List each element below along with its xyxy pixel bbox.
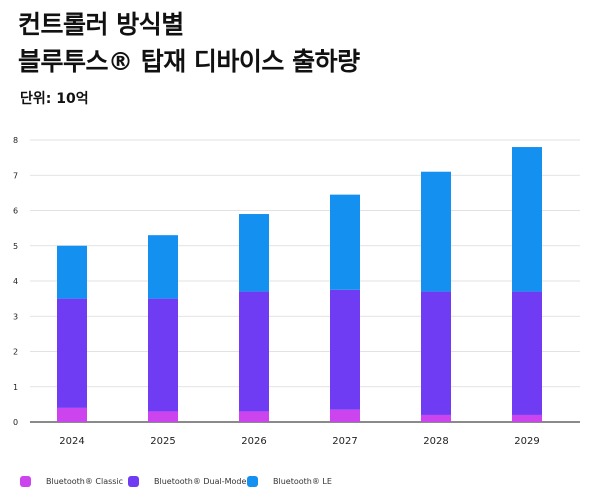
bar-le-2026 xyxy=(239,214,269,292)
bar-le-2024 xyxy=(57,245,87,299)
legend-swatch-classic xyxy=(20,476,31,487)
y-axis-ticks: 0 1 2 3 4 5 6 7 8 xyxy=(13,136,18,427)
legend-item-classic: Bluetooth® Classic xyxy=(20,476,123,487)
y-tick-label: 1 xyxy=(13,383,18,392)
grid-lines xyxy=(30,139,580,423)
y-tick-label: 8 xyxy=(13,136,18,145)
bar-le-2027 xyxy=(330,194,360,290)
unit-label: 단위: 10억 xyxy=(20,91,89,107)
x-tick-label: 2028 xyxy=(423,436,448,447)
x-tick-label: 2025 xyxy=(150,436,175,447)
bar-le-2029 xyxy=(512,147,542,292)
legend-label-dual-mode: Bluetooth® Dual-Mode xyxy=(154,477,247,486)
x-axis-ticks: 2024 2025 2026 2027 2028 2029 xyxy=(59,436,539,447)
bar-dual-mode-2026 xyxy=(239,291,269,412)
bar-dual-mode-2027 xyxy=(330,289,360,410)
legend-swatch-dual-mode xyxy=(128,476,139,487)
legend-label-classic: Bluetooth® Classic xyxy=(46,477,124,486)
y-tick-label: 0 xyxy=(13,418,18,427)
bar-le-2028 xyxy=(421,171,451,292)
legend: Bluetooth® Classic Bluetooth® Dual-Mode … xyxy=(0,472,600,496)
bar-classic-2026 xyxy=(239,411,269,422)
legend-label-le: Bluetooth® LE xyxy=(273,477,332,486)
x-tick-label: 2027 xyxy=(332,436,357,447)
bar-classic-2027 xyxy=(330,409,360,422)
bar-dual-mode-2025 xyxy=(148,298,178,412)
bar-classic-2025 xyxy=(148,411,178,422)
bar-dual-mode-2029 xyxy=(512,291,542,415)
bar-dual-mode-2024 xyxy=(57,298,87,408)
y-tick-label: 3 xyxy=(13,312,18,321)
y-tick-label: 6 xyxy=(13,207,18,216)
bars xyxy=(57,147,542,422)
bar-dual-mode-2028 xyxy=(421,291,451,415)
y-tick-label: 7 xyxy=(13,171,18,180)
x-tick-label: 2026 xyxy=(241,436,266,447)
x-tick-label: 2024 xyxy=(59,436,84,447)
bar-chart: 0 1 2 3 4 5 6 7 8 2024 2025 2026 2027 2028 2029 xyxy=(13,136,580,447)
legend-swatch-le xyxy=(247,476,258,487)
legend-item-dual-mode: Bluetooth® Dual-Mode xyxy=(128,476,246,487)
chart-title-line-2: 블루투스® 탑재 디바이스 출하량 xyxy=(18,47,360,76)
chart-title-line-1: 컨트롤러 방식별 xyxy=(18,10,184,39)
y-tick-label: 2 xyxy=(13,348,18,357)
bar-le-2025 xyxy=(148,235,178,299)
y-tick-label: 4 xyxy=(13,277,18,286)
bar-classic-2028 xyxy=(421,414,451,422)
chart-title: 컨트롤러 방식별 블루투스® 탑재 디바이스 출하량 xyxy=(18,6,360,80)
bar-classic-2029 xyxy=(512,414,542,422)
x-tick-label: 2029 xyxy=(514,436,539,447)
y-tick-label: 5 xyxy=(13,242,18,251)
legend-item-le: Bluetooth® LE xyxy=(247,476,332,487)
bar-classic-2024 xyxy=(57,407,87,422)
